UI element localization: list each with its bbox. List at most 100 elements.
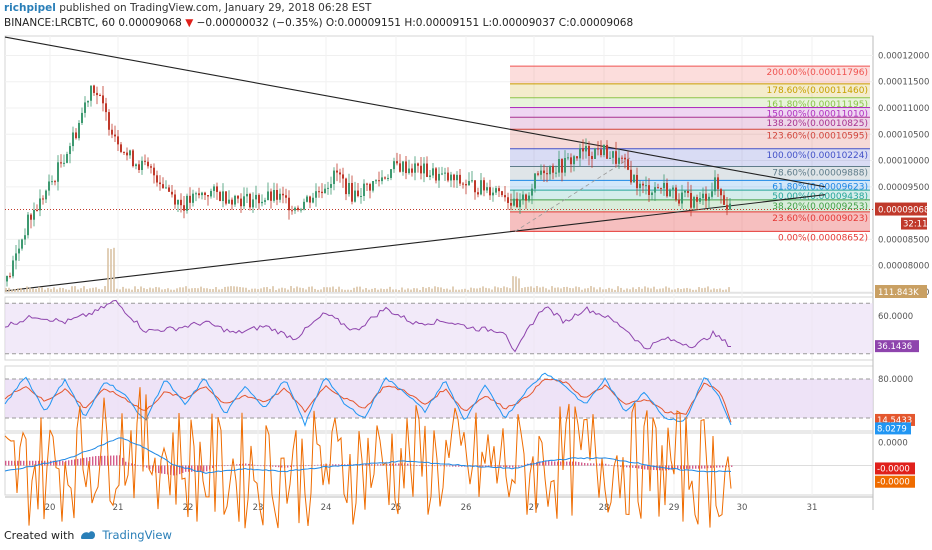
macd-hist-bar (599, 463, 601, 466)
macd-hist-bar (542, 461, 544, 466)
volume-bar (704, 287, 706, 292)
x-tick-label: 28 (599, 503, 610, 513)
volume-bar (440, 287, 442, 292)
macd-hist-bar (116, 455, 118, 466)
candle-body (294, 207, 296, 211)
volume-bar (254, 288, 256, 292)
volume-bar (311, 286, 313, 292)
volume-bar (314, 288, 316, 292)
macd-hist-bar (506, 465, 508, 468)
volume-bar (269, 288, 271, 292)
volume-bar (422, 286, 424, 292)
macd-hist-bar (86, 457, 88, 466)
candle-body (66, 154, 68, 163)
candle-body (417, 163, 419, 166)
volume-bar (581, 289, 583, 292)
macd-hist-bar (497, 465, 499, 467)
volume-bar (620, 287, 622, 292)
rsi-level-label: 60.0000 (878, 312, 913, 322)
trendline-2 (514, 157, 631, 232)
candle-body (30, 214, 32, 220)
fib-band (510, 211, 870, 232)
volume-bar (32, 288, 34, 292)
macd-hist-bar (242, 463, 244, 466)
volume-bar (212, 289, 214, 292)
macd-hist-bar (245, 463, 247, 466)
volume-bar (95, 287, 97, 292)
macd-hist-bar (71, 459, 73, 466)
macd-hist-bar (557, 461, 559, 466)
candle-body (18, 248, 20, 254)
candle-body (642, 183, 644, 186)
volume-bar (155, 286, 157, 292)
volume-bar (611, 288, 613, 292)
volume-bar (713, 288, 715, 292)
volume-bar (698, 287, 700, 292)
volume-bar (167, 288, 169, 292)
volume-bar (23, 289, 25, 292)
candle-body (120, 144, 122, 152)
volume-bar (365, 288, 367, 292)
fib-label: 50.00%(0.00009438) (772, 192, 868, 202)
macd-hist-bar (341, 464, 343, 466)
volume-bar (566, 286, 568, 292)
volume-bar (209, 288, 211, 292)
macd-hist-bar (716, 465, 718, 468)
volume-bar (350, 289, 352, 292)
candle-body (474, 180, 476, 193)
author-name[interactable]: richpipel (4, 2, 56, 14)
open-value: O:0.00009151 (325, 17, 401, 29)
volume-bar (284, 288, 286, 292)
candle-body (111, 129, 113, 135)
candle-body (162, 184, 164, 188)
macd-zero-label: 0.0000 (878, 438, 908, 448)
macd-hist-bar (161, 465, 163, 474)
macd-hist-bar (50, 460, 52, 466)
candle-body (456, 174, 458, 181)
candle-body (246, 193, 248, 197)
candle-body (195, 193, 197, 195)
macd-hist-bar (113, 455, 115, 466)
macd-hist-bar (581, 462, 583, 466)
candle-body (690, 192, 692, 208)
candle-body (141, 160, 143, 170)
candle-body (648, 185, 650, 195)
candle-body (540, 170, 542, 175)
volume-bar (476, 288, 478, 292)
macd-hist-bar (131, 463, 133, 466)
stoch-k-line (4, 372, 732, 428)
macd-hist-bar (626, 465, 628, 468)
volume-bar (224, 286, 226, 292)
volume-bar (671, 289, 673, 292)
volume-bar (260, 288, 262, 292)
candle-body (582, 148, 584, 152)
candle-body (51, 181, 53, 183)
candle-body (84, 102, 86, 113)
volume-bar (641, 288, 643, 292)
candle-body (225, 191, 227, 204)
candle-body (645, 185, 647, 187)
volume-bar (416, 288, 418, 292)
macd-hist-bar (371, 464, 373, 466)
fib-label: 123.60%(0.00010595) (767, 131, 868, 141)
macd-hist-bar (536, 462, 538, 466)
down-arrow-icon: ▼ (185, 17, 194, 29)
volume-bar (341, 289, 343, 292)
candle-body (36, 209, 38, 211)
macd-hist-bar (323, 464, 325, 466)
candle-body (453, 174, 455, 181)
candle-body (699, 198, 701, 202)
volume-bar (707, 286, 709, 292)
y-tick-label: 0.00010500 (878, 130, 929, 140)
candle-body (435, 168, 437, 181)
candle-body (678, 199, 680, 204)
volume-bar (119, 289, 121, 292)
macd-hist-bar (140, 465, 142, 467)
tradingview-brand[interactable]: TradingView (102, 528, 172, 542)
macd-hist-bar (491, 465, 493, 467)
volume-bar (35, 288, 37, 292)
candle-body (168, 187, 170, 192)
volume-bar (527, 286, 529, 292)
candle-body (48, 181, 50, 191)
